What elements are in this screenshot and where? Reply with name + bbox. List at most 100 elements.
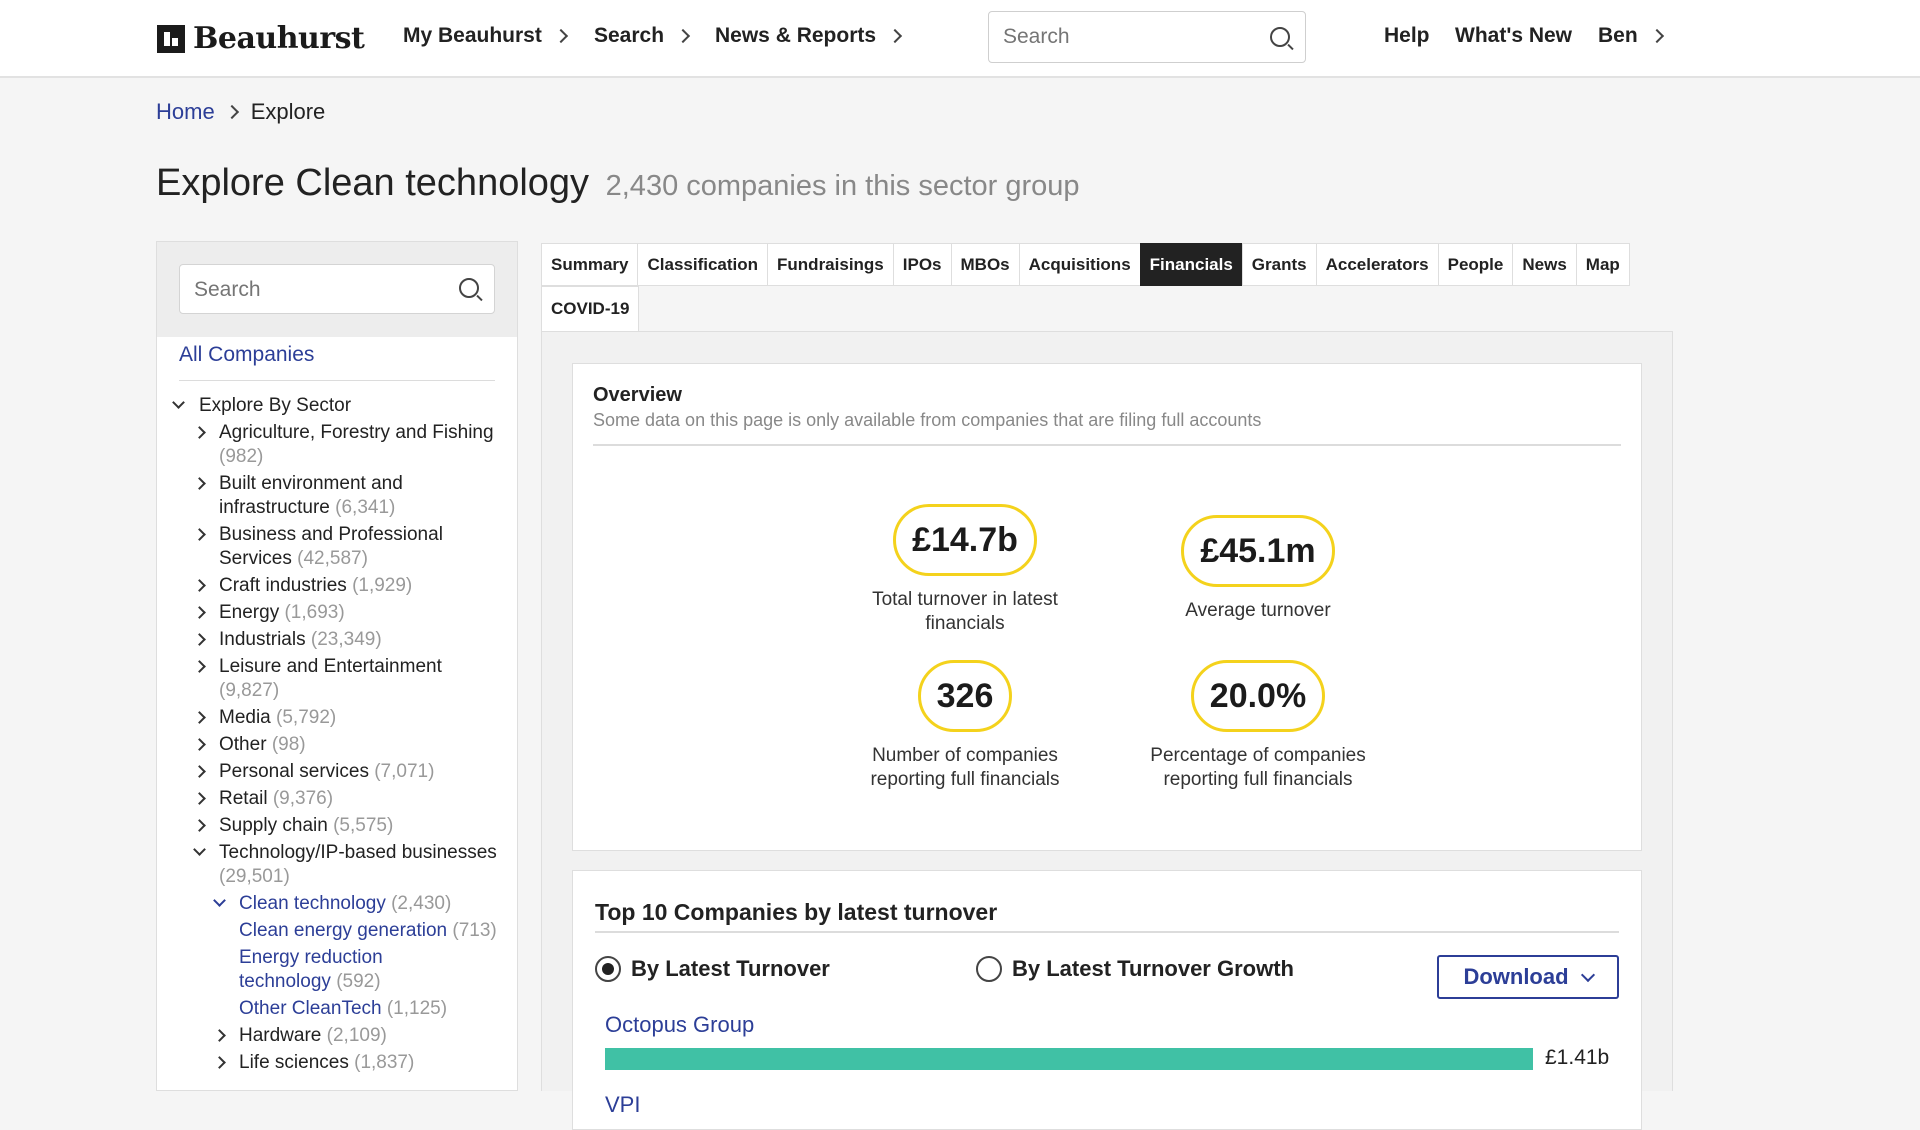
chevron-right-icon bbox=[1649, 28, 1664, 44]
tree-item-technology[interactable]: Technology/IP-based businesses (29,501) bbox=[157, 841, 517, 889]
tree-item-industrials[interactable]: Industrials (23,349) bbox=[157, 628, 517, 652]
chevron-right-icon bbox=[213, 1029, 226, 1042]
tree-count: (23,349) bbox=[310, 629, 382, 650]
tree-item-agriculture[interactable]: Agriculture, Forestry and Fishing (982) bbox=[157, 421, 517, 469]
tab-grants[interactable]: Grants bbox=[1241, 243, 1317, 286]
radio-unselected-icon bbox=[976, 956, 1002, 982]
tree-item-retail[interactable]: Retail (9,376) bbox=[157, 787, 517, 811]
tree-label: Clean energy generation bbox=[239, 920, 448, 941]
tree-label: Technology/IP-based businesses bbox=[219, 842, 497, 863]
tab-fundraisings[interactable]: Fundraisings bbox=[767, 243, 894, 286]
chevron-right-icon bbox=[193, 660, 206, 673]
tree-label: Leisure and Entertainment bbox=[219, 656, 442, 677]
chevron-right-icon bbox=[193, 528, 206, 541]
nav-user-menu[interactable]: Ben bbox=[1598, 24, 1664, 48]
tree-item-craft-industries[interactable]: Craft industries (1,929) bbox=[157, 574, 517, 598]
tab-people[interactable]: People bbox=[1437, 243, 1514, 286]
tab-accelerators[interactable]: Accelerators bbox=[1315, 243, 1439, 286]
tree-item-built-environment[interactable]: Built environment and infrastructure (6,… bbox=[157, 472, 517, 520]
overview-divider bbox=[593, 444, 1621, 446]
tab-mbos[interactable]: MBOs bbox=[950, 243, 1020, 286]
tree-label: Personal services bbox=[219, 761, 369, 782]
nav-search[interactable]: Search bbox=[594, 24, 691, 48]
chevron-right-icon bbox=[193, 819, 206, 832]
stat-percentage-reporting: 20.0% Percentage of companies reporting … bbox=[1108, 660, 1408, 792]
beauhurst-logo[interactable]: Beauhurst bbox=[157, 21, 365, 56]
company-name-link[interactable]: Octopus Group bbox=[605, 1012, 755, 1037]
chevron-right-icon bbox=[675, 28, 691, 44]
nav-help[interactable]: Help bbox=[1384, 24, 1430, 48]
tree-count: (5,575) bbox=[333, 815, 394, 836]
search-icon[interactable] bbox=[459, 278, 479, 298]
header-search-box bbox=[988, 11, 1306, 63]
tree-label: Explore By Sector bbox=[199, 395, 352, 416]
tab-financials[interactable]: Financials bbox=[1139, 243, 1243, 286]
company-name-link[interactable]: VPI bbox=[605, 1092, 641, 1117]
chevron-down-icon bbox=[172, 396, 185, 409]
tree-item-personal-services[interactable]: Personal services (7,071) bbox=[157, 760, 517, 784]
tree-item-energy[interactable]: Energy (1,693) bbox=[157, 601, 517, 625]
tree-label: Clean technology bbox=[239, 893, 386, 914]
radio-latest-turnover[interactable]: By Latest Turnover bbox=[595, 956, 830, 982]
stat-total-turnover: £14.7b Total turnover in latest financia… bbox=[815, 504, 1115, 636]
radio-label: By Latest Turnover bbox=[631, 956, 830, 981]
page-title-text: Explore Clean technology bbox=[156, 162, 590, 204]
tree-item-energy-reduction[interactable]: Energy reduction technology (592) bbox=[157, 946, 517, 994]
tree-count: (7,071) bbox=[374, 761, 435, 782]
tab-map[interactable]: Map bbox=[1575, 243, 1630, 286]
search-icon[interactable] bbox=[1270, 27, 1290, 47]
tree-item-other-cleantech[interactable]: Other CleanTech (1,125) bbox=[157, 997, 517, 1021]
tree-count: (9,376) bbox=[272, 788, 334, 809]
chevron-right-icon bbox=[193, 606, 206, 619]
nav-whats-new[interactable]: What's New bbox=[1455, 24, 1572, 48]
tree-item-supply-chain[interactable]: Supply chain (5,575) bbox=[157, 814, 517, 838]
nav-news-reports-label: News & Reports bbox=[715, 24, 877, 47]
tree-item-leisure[interactable]: Leisure and Entertainment (9,827) bbox=[157, 655, 517, 703]
tab-row-2: COVID-19 bbox=[541, 286, 1671, 331]
nav-my-beauhurst-label: My Beauhurst bbox=[403, 24, 542, 47]
radio-selected-icon bbox=[595, 956, 621, 982]
chevron-right-icon bbox=[193, 579, 206, 592]
tree-label: Business and Professional Services bbox=[219, 524, 443, 569]
tab-summary[interactable]: Summary bbox=[541, 243, 639, 286]
nav-news-reports[interactable]: News & Reports bbox=[715, 24, 903, 48]
tree-item-clean-energy-generation[interactable]: Clean energy generation (713) bbox=[157, 919, 517, 943]
tree-explore-by-sector[interactable]: Explore By Sector bbox=[157, 394, 517, 418]
tree-item-hardware[interactable]: Hardware (2,109) bbox=[157, 1024, 517, 1048]
tree-count: (1,693) bbox=[284, 602, 345, 623]
tree-count: (9,827) bbox=[219, 680, 280, 701]
tab-covid-19[interactable]: COVID-19 bbox=[541, 286, 640, 331]
sidebar-divider bbox=[179, 380, 495, 381]
header-search-input[interactable] bbox=[1001, 24, 1245, 50]
stat-label: Average turnover bbox=[1185, 600, 1331, 621]
tab-ipos[interactable]: IPOs bbox=[892, 243, 952, 286]
tree-label: Hardware bbox=[239, 1025, 322, 1046]
tab-news[interactable]: News bbox=[1512, 243, 1577, 286]
tree-count: (1,929) bbox=[352, 575, 413, 596]
tree-label: Media bbox=[219, 707, 271, 728]
tree-item-business-services[interactable]: Business and Professional Services (42,5… bbox=[157, 523, 517, 571]
tree-item-life-sciences[interactable]: Life sciences (1,837) bbox=[157, 1051, 517, 1075]
sidebar-search-area bbox=[157, 242, 517, 337]
all-companies-link[interactable]: All Companies bbox=[179, 343, 315, 366]
breadcrumb-home-link[interactable]: Home bbox=[156, 99, 215, 124]
tree-count: (592) bbox=[336, 971, 381, 992]
tree-count: (713) bbox=[452, 920, 497, 941]
nav-search-label: Search bbox=[594, 24, 665, 47]
tab-classification[interactable]: Classification bbox=[637, 243, 769, 286]
chevron-right-icon bbox=[193, 426, 206, 439]
tree-item-other[interactable]: Other (98) bbox=[157, 733, 517, 757]
nav-my-beauhurst[interactable]: My Beauhurst bbox=[403, 24, 568, 48]
tree-label: Agriculture, Forestry and Fishing bbox=[219, 422, 494, 443]
chevron-right-icon bbox=[193, 792, 206, 805]
tree-item-media[interactable]: Media (5,792) bbox=[157, 706, 517, 730]
turnover-bar-track bbox=[605, 1048, 1533, 1070]
stat-value: 326 bbox=[917, 660, 1013, 732]
tab-acquisitions[interactable]: Acquisitions bbox=[1018, 243, 1141, 286]
tree-item-clean-technology[interactable]: Clean technology (2,430) bbox=[157, 892, 517, 916]
radio-latest-turnover-growth[interactable]: By Latest Turnover Growth bbox=[976, 956, 1294, 982]
sidebar-search-input[interactable] bbox=[192, 277, 436, 303]
tree-label: Life sciences bbox=[239, 1052, 349, 1073]
download-button[interactable]: Download bbox=[1437, 955, 1619, 999]
stat-value: £45.1m bbox=[1181, 515, 1335, 587]
